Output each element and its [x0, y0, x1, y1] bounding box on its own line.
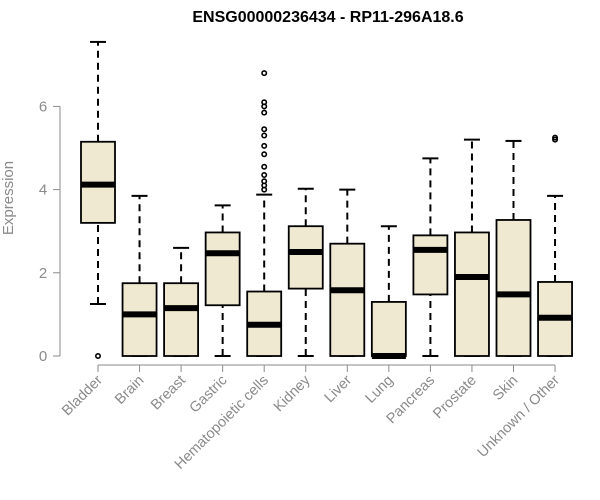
y-axis-label: Expression — [0, 161, 17, 235]
box-rect — [204, 231, 241, 307]
y-axis: 0 2 4 6 — [39, 98, 61, 365]
outlier-point — [261, 109, 268, 116]
x-tick-label: Prostate — [430, 373, 479, 422]
outlier-point — [261, 163, 268, 170]
box-rect — [121, 282, 158, 357]
box-hematopoietic-cells — [246, 70, 283, 357]
box-prostate — [454, 138, 490, 357]
outlier-point — [261, 151, 268, 158]
y-tick-label: 0 — [39, 348, 47, 365]
boxes-group — [80, 40, 573, 359]
x-tick-label: Bladder — [59, 372, 106, 419]
box-brain — [121, 194, 158, 357]
x-tick-label: Lung — [363, 373, 397, 407]
outlier-point — [261, 99, 268, 106]
box-rect — [412, 234, 449, 296]
x-tick-label: Skin — [490, 373, 521, 404]
box-liver — [329, 188, 366, 357]
outlier-point — [95, 352, 102, 359]
outlier-point — [261, 126, 268, 133]
outlier-point — [552, 136, 559, 143]
box-lung — [370, 225, 407, 359]
outlier-point — [261, 142, 268, 149]
outlier-point — [261, 178, 268, 185]
y-tick-label: 4 — [39, 182, 47, 199]
outlier-point — [552, 134, 559, 141]
x-tick-label: Brain — [112, 373, 147, 408]
box-skin — [495, 139, 532, 357]
box-unknown-other — [537, 134, 573, 357]
box-rect — [287, 225, 324, 290]
box-gastric — [204, 204, 241, 357]
box-kidney — [287, 187, 324, 357]
chart-title: ENSG00000236434 - RP11-296A18.6 — [192, 9, 463, 26]
x-tick-label: Liver — [322, 372, 356, 406]
outlier-point — [261, 172, 268, 179]
box-rect — [454, 231, 490, 357]
box-pancreas — [412, 157, 449, 357]
box-bladder — [80, 40, 116, 359]
outlier-point — [261, 132, 268, 139]
y-tick-label: 6 — [39, 98, 47, 115]
box-rect — [163, 282, 200, 357]
box-rect — [370, 301, 407, 357]
box-breast — [163, 246, 200, 357]
box-rect — [329, 242, 366, 357]
box-rect — [495, 219, 532, 357]
y-tick-label: 2 — [39, 265, 47, 282]
x-tick-label: Breast — [148, 373, 189, 414]
outlier-point — [261, 70, 268, 77]
x-tick-label: Kidney — [271, 372, 314, 415]
